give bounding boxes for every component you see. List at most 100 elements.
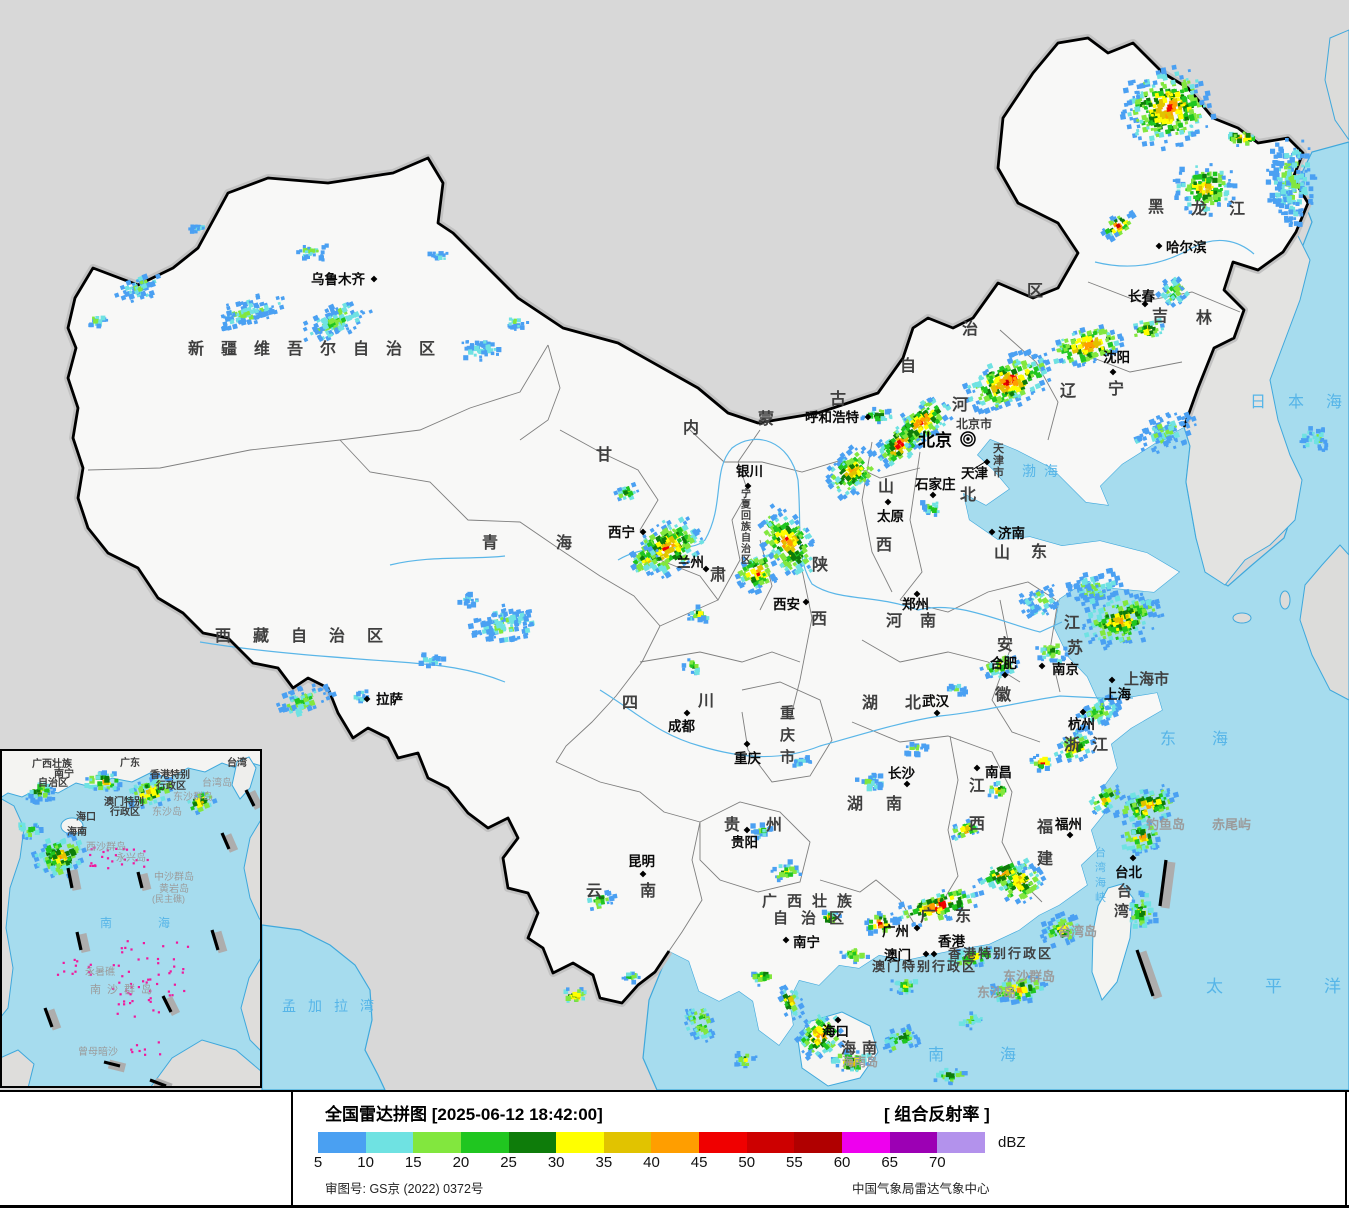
echo-pixel [526,321,530,324]
echo-pixel [442,253,446,257]
echo-pixel [1273,180,1278,185]
echo-pixel [427,251,433,257]
echo-pixel [1320,428,1325,433]
echo-pixel [1000,387,1005,392]
echo-pixel [1280,199,1284,203]
echo-pixel [1309,194,1314,199]
echo-pixel [1016,393,1022,399]
echo-pixel [898,990,904,995]
echo-pixel [239,301,244,306]
echo-pixel [1210,200,1215,206]
echo-pixel [1191,178,1196,183]
echo-pixel [703,1024,708,1029]
echo-pixel [1176,128,1180,132]
echo-pixel [1037,354,1043,360]
echo-cluster [302,301,373,343]
echo-pixel [1125,614,1130,619]
echo-pixel [520,325,525,330]
echo-pixel [1218,173,1223,178]
echo-pixel [655,548,659,553]
echo-pixel [1156,317,1163,324]
echo-pixel [199,226,204,230]
echo-pixel [879,413,885,419]
echo-pixel [1198,114,1203,119]
echo-cluster [734,1051,758,1069]
echo-pixel [479,341,485,346]
echo-pixel [926,396,934,404]
echo-pixel [762,572,767,577]
echo-pixel [990,881,995,886]
echo-pixel [770,533,775,538]
echo-pixel [881,927,885,930]
echo-pixel [850,1057,855,1062]
echo-pixel [1121,844,1128,850]
echo-pixel [574,997,579,1002]
echo-pixel [1153,805,1160,812]
echo-pixel [841,474,847,480]
echo-pixel [1178,420,1184,426]
echo-pixel [306,705,313,712]
echo-pixel [1231,196,1236,201]
echo-pixel [1103,710,1110,717]
echo-pixel [1111,229,1117,234]
echo-pixel [961,825,966,830]
echo-pixel [961,893,967,899]
echo-pixel [1112,710,1119,718]
echo-pixel [684,1008,689,1013]
echo-pixel [968,829,974,835]
echo-pixel [841,462,846,467]
echo-pixel [522,633,529,639]
echo-pixel [783,515,789,521]
echo-pixel [867,918,870,921]
echo-pixel [1184,116,1190,121]
echo-pixel [1121,820,1128,826]
echo-pixel [787,859,793,865]
echo-pixel [805,1026,812,1033]
echo-pixel [1186,196,1192,202]
echo-pixel [1314,176,1318,180]
echo-pixel [926,503,930,508]
echo-pixel [1114,575,1121,582]
echo-pixel [1205,168,1210,173]
echo-pixel [1163,796,1167,800]
echo-pixel [976,1018,982,1023]
echo-pixel [833,1059,838,1063]
echo-pixel [1099,572,1105,578]
echo-pixel [434,654,439,659]
echo-pixel [792,869,797,874]
echo-pixel [868,412,873,418]
echo-pixel [1277,198,1282,202]
echo-pixel [1166,111,1172,117]
echo-pixel [1087,639,1093,645]
echo-pixel [1118,217,1124,222]
echo-pixel [864,481,870,487]
echo-pixel [899,412,906,419]
echo-pixel [299,249,303,253]
echo-pixel [360,690,365,694]
echo-pixel [753,557,760,564]
echo-pixel [1153,432,1159,439]
echo-pixel [1030,360,1037,368]
echo-pixel [443,257,446,260]
echo-pixel [477,348,482,353]
echo-pixel [793,1035,802,1044]
echo-pixel [1041,658,1044,662]
echo-pixel [833,462,837,467]
echo-pixel [986,362,994,370]
echo-pixel [948,415,954,421]
echo-pixel [837,1027,844,1035]
echo-pixel [284,706,290,713]
echo-pixel [705,1012,710,1017]
echo-pixel [852,474,857,479]
echo-pixel [950,1079,954,1083]
echo-pixel [661,519,666,524]
echo-pixel [1291,179,1296,185]
echo-pixel [1080,714,1085,719]
echo-pixel [674,545,681,552]
echo-pixel [1165,92,1169,96]
echo-pixel [1134,838,1140,845]
echo-pixel [999,365,1005,372]
echo-pixel [1134,333,1138,338]
echo-pixel [1285,193,1290,198]
echo-pixel [1153,127,1158,132]
